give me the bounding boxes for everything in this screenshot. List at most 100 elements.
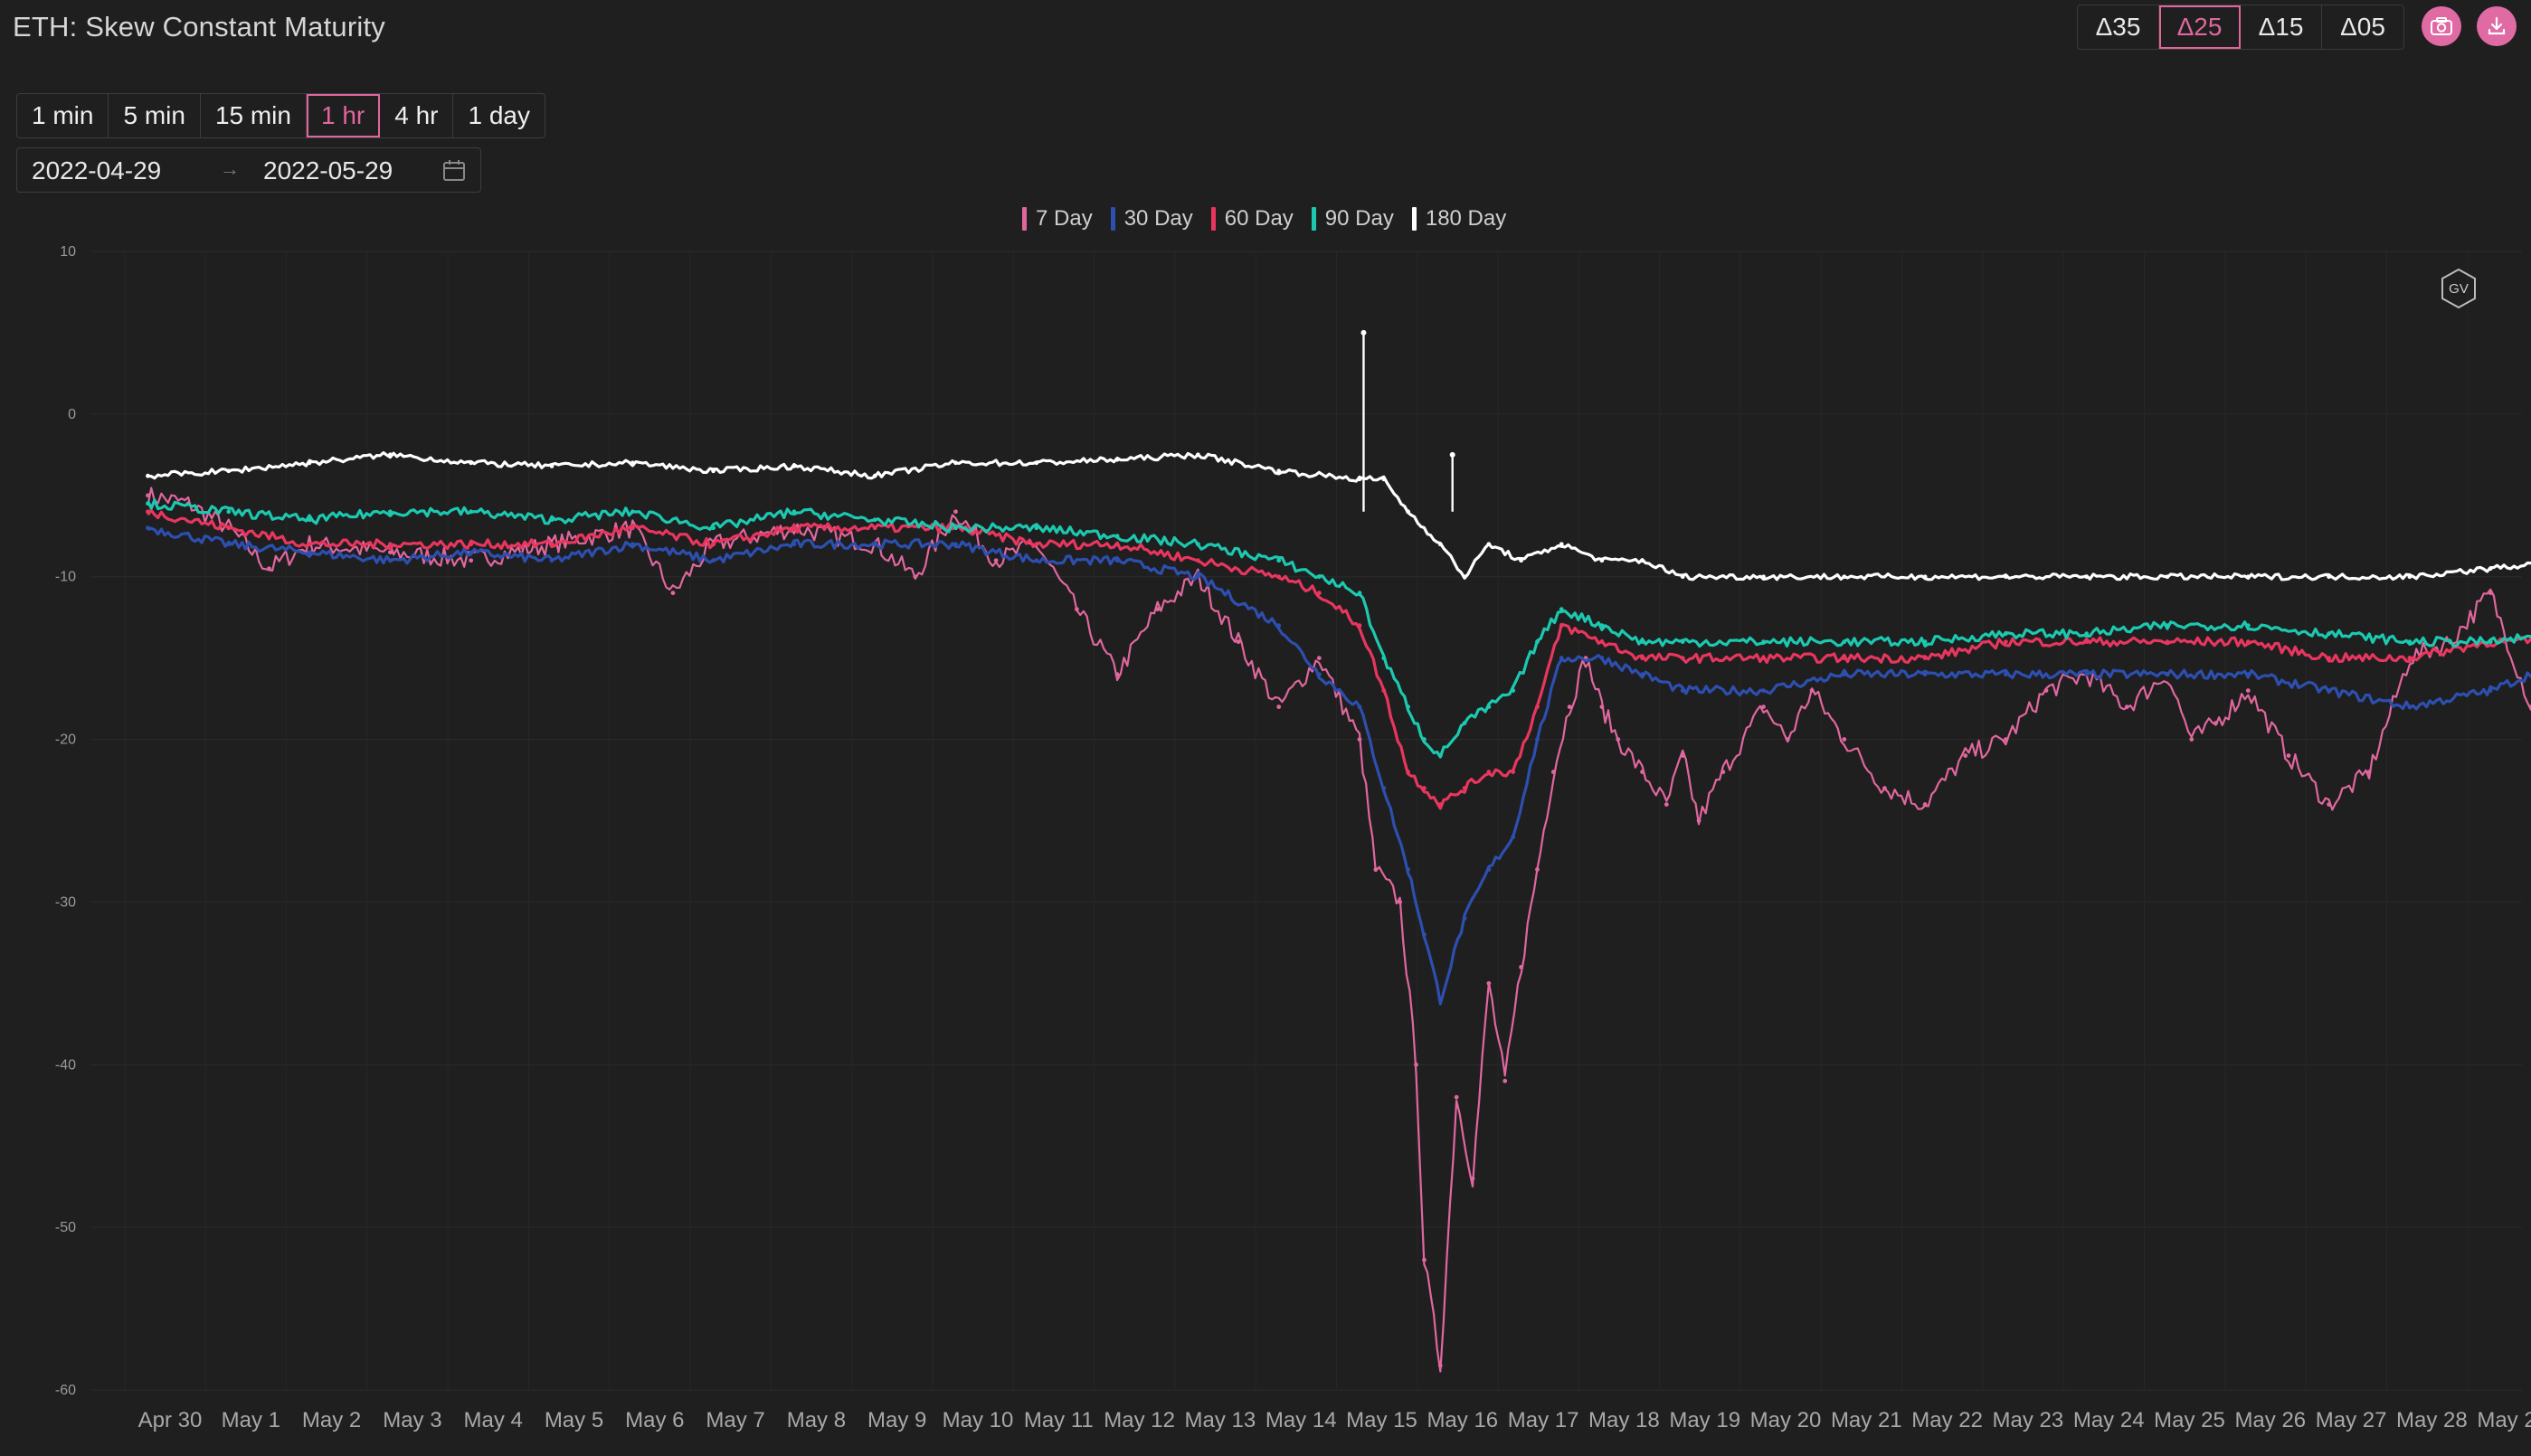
timeframe-1min-button[interactable]: 1 min <box>17 94 109 137</box>
x-tick-label: May 16 <box>1427 1408 1498 1432</box>
data-point-90-day <box>2003 631 2008 637</box>
timeframe-4hr-button[interactable]: 4 hr <box>380 94 454 137</box>
data-point-30-day <box>1462 916 1467 921</box>
data-point-90-day <box>469 509 474 515</box>
y-tick-label: 10 <box>60 244 76 260</box>
start-date-input[interactable] <box>30 156 205 186</box>
x-tick-label: May 26 <box>2234 1408 2306 1432</box>
data-point-60-day <box>2407 656 2413 661</box>
data-point-30-day <box>1422 932 1427 937</box>
screenshot-button[interactable] <box>2422 6 2461 46</box>
x-tick-label: May 17 <box>1508 1408 1579 1432</box>
y-tick-label: -20 <box>55 733 76 748</box>
date-range-picker[interactable]: → <box>16 147 481 193</box>
legend-item-7-day[interactable]: 7 Day <box>1022 206 1093 232</box>
data-point-30-day <box>1357 704 1362 709</box>
data-point-30-day <box>630 542 635 547</box>
x-tick-label: May 15 <box>1346 1408 1417 1432</box>
legend-swatch <box>1210 207 1216 231</box>
delta-25-button[interactable]: Δ25 <box>2159 5 2241 49</box>
data-point-90-day <box>953 525 958 531</box>
svg-text:GV: GV <box>2449 281 2469 297</box>
data-point-30-day <box>711 558 716 563</box>
data-point-60-day <box>1316 591 1322 596</box>
x-tick-label: May 22 <box>1911 1408 1983 1432</box>
data-point-7-day <box>2528 704 2531 709</box>
x-tick-label: May 12 <box>1104 1408 1175 1432</box>
series-line-180-day <box>147 451 2531 581</box>
data-point-90-day <box>1462 721 1467 725</box>
data-point-60-day <box>2165 639 2170 645</box>
data-point-180-day <box>307 460 312 466</box>
legend-label: 90 Day <box>1324 206 1394 231</box>
data-point-90-day <box>2407 639 2413 645</box>
data-point-30-day <box>146 525 150 531</box>
data-point-180-day <box>2084 574 2090 580</box>
delta-05-button[interactable]: Δ05 <box>2340 13 2385 41</box>
x-tick-label: May 24 <box>2073 1408 2145 1432</box>
data-point-7-day <box>1922 802 1928 807</box>
data-point-60-day <box>1437 802 1443 807</box>
legend-item-180-day[interactable]: 180 Day <box>1411 206 1506 232</box>
data-point-7-day <box>993 558 999 563</box>
timeframe-1day-button[interactable]: 1 day <box>468 101 530 129</box>
timeframe-1hr-button[interactable]: 1 hr <box>306 94 381 137</box>
data-point-30-day <box>1276 623 1282 629</box>
data-point-180-day <box>1195 452 1200 458</box>
data-point-90-day <box>1316 574 1322 580</box>
data-point-7-day <box>1882 786 1887 790</box>
data-point-7-day <box>1454 1094 1459 1100</box>
data-point-60-day <box>1599 639 1605 645</box>
data-point-90-day <box>2165 623 2170 629</box>
data-point-30-day <box>872 542 877 547</box>
data-point-30-day <box>1680 688 1685 694</box>
data-point-90-day <box>1381 656 1387 661</box>
data-point-7-day <box>1567 704 1572 709</box>
data-point-60-day <box>2003 639 2008 645</box>
data-point-7-day <box>1398 900 1403 904</box>
data-point-180-day <box>1519 558 1523 563</box>
data-point-90-day <box>2245 623 2251 629</box>
data-point-60-day <box>469 542 474 547</box>
data-point-60-day <box>1462 786 1467 790</box>
data-point-90-day <box>630 509 635 515</box>
data-point-90-day <box>1599 623 1605 629</box>
data-point-60-day <box>1422 786 1427 790</box>
data-point-60-day <box>1680 656 1685 661</box>
data-point-180-day <box>1922 574 1928 580</box>
data-point-90-day <box>1511 688 1516 694</box>
timeframe-15min-button[interactable]: 15 min <box>201 94 307 137</box>
end-date-input[interactable] <box>261 156 437 186</box>
delta-15-button[interactable]: Δ15 <box>2241 5 2322 49</box>
data-point-90-day <box>1842 639 1847 645</box>
download-button[interactable] <box>2477 6 2517 46</box>
data-point-7-day <box>1963 753 1968 758</box>
legend-label: 60 Day <box>1224 206 1294 231</box>
x-tick-label: May 14 <box>1266 1408 1337 1432</box>
data-point-7-day <box>1599 704 1605 709</box>
data-point-7-day <box>670 591 676 596</box>
spike-point <box>1449 451 1455 458</box>
legend-item-60-day[interactable]: 60 Day <box>1210 206 1294 232</box>
data-point-60-day <box>307 542 312 547</box>
data-point-7-day <box>1761 704 1766 709</box>
data-point-60-day <box>1114 542 1120 547</box>
data-point-90-day <box>387 509 393 515</box>
x-tick-label: May 25 <box>2154 1408 2225 1432</box>
calendar-icon[interactable] <box>442 159 466 183</box>
legend-item-30-day[interactable]: 30 Day <box>1110 206 1193 232</box>
data-point-7-day <box>1809 688 1815 694</box>
data-point-180-day <box>1114 457 1120 462</box>
data-point-60-day <box>146 509 150 515</box>
data-point-180-day <box>387 452 393 458</box>
data-point-7-day <box>1236 639 1241 645</box>
data-point-30-day <box>2407 704 2413 709</box>
data-point-180-day <box>1680 574 1685 580</box>
y-tick-label: -30 <box>55 894 76 910</box>
data-point-90-day <box>1276 558 1282 563</box>
delta-35-button[interactable]: Δ35 <box>2078 5 2159 49</box>
y-tick-label: -40 <box>55 1057 76 1073</box>
data-point-7-day <box>1842 737 1847 742</box>
timeframe-5min-button[interactable]: 5 min <box>109 94 201 137</box>
legend-item-90-day[interactable]: 90 Day <box>1311 206 1394 232</box>
